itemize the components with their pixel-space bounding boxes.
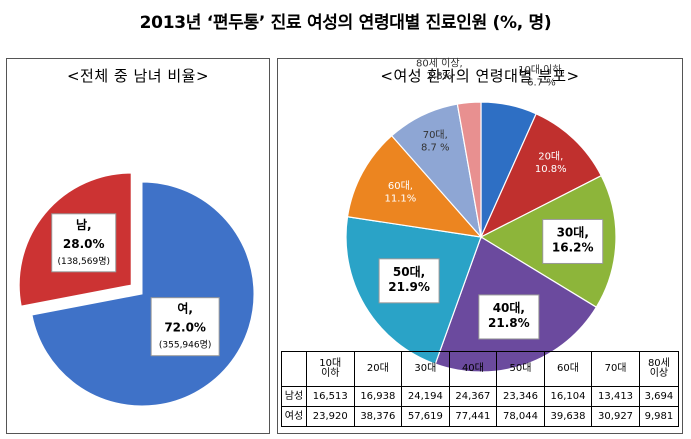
slice-age-7 [456,101,482,238]
table-cell: 16,513 [306,386,355,407]
table-cell: 30,927 [591,406,640,427]
age-label-2: 30대, 16.2% [552,225,594,254]
table-cell: 78,044 [496,406,545,427]
table-cell: 16,938 [353,386,403,407]
male-count: (138,569명) [57,256,110,267]
age-label-box-4 [378,258,440,304]
age-distribution-panel: <여성 환자의 연령대별 분포> 10대 이하, 6.7 % 20대, 10.8% 30… [277,57,683,434]
gender-ratio-title: <전체 중 남녀 비율> [66,67,210,85]
table-cell: 3,694 [638,386,680,407]
table-row: 남성 16,513 16,938 24,194 24,367 23,346 16,104 13… [281,386,680,407]
male-percent: 28.0% [63,237,105,251]
table-header-cell: 50대 [496,351,545,387]
age-label-3: 40대, 21.8% [488,301,530,330]
age-label-6: 70대, 8.7 % [421,129,450,154]
table-header-cell: 20대 [353,351,403,387]
age-label-box-2 [542,218,604,264]
age-label-4: 50대, 21.9% [388,265,430,294]
age-distribution-title: <여성 환자의 연령대별 분포> [380,67,580,85]
female-percent: 72.0% [164,321,206,335]
table-cell: 9,981 [638,406,680,427]
male-label: 남, [76,217,92,232]
table-cell: 16,104 [543,386,593,407]
age-label-box-3 [478,294,540,340]
page-title: 2013년 ‘편두통’ 진료 여성의 연령대별 진료인원 (%, 명) [139,13,552,33]
age-label-1: 20대, 10.8% [535,151,567,176]
age-label-0: 10대 이하, 6.7 % [518,63,565,89]
female-label: 여, [177,301,193,316]
table-header-cell: 10대 이하 [306,351,355,387]
age-pie-chart: 10대 이하, 6.7 % 20대, 10.8% 30대, 16.2% 40대, 21.8% 5… [345,57,617,373]
table-cell: 여성 [281,406,307,427]
patient-count-table: 10대 이하 20대 30대 40대 50대 60대 70대 80세 이상 남성 16,513 16,9… [281,351,680,427]
table-header-row: 10대 이하 20대 30대 40대 50대 60대 70대 80세 이상 [281,351,680,387]
male-label-box [51,213,117,273]
gender-pie-chart: 남, 28.0% (138,569명) 여, 72.0% (355,946명) [18,172,255,407]
gender-ratio-panel: <전체 중 남녀 비율> 남, 28.0% (138,569명) 여, 72.0% (35… [6,58,270,434]
age-label-7: 80세 이상, 2.8% [416,57,463,82]
table-header-cell [281,351,307,387]
table-cell: 23,346 [496,386,545,407]
table-cell: 24,194 [401,386,450,407]
table-cell: 23,920 [306,406,355,427]
table-row: 여성 23,920 38,376 57,619 77,441 78,044 39,638 30… [281,406,680,427]
slice-age-5 [346,134,483,238]
table-cell: 57,619 [401,406,450,427]
table-header-cell: 40대 [448,351,498,387]
age-label-5: 60대, 11.1% [385,180,417,205]
table-cell: 38,376 [353,406,403,427]
table-cell: 39,638 [543,406,593,427]
table-cell: 13,413 [591,386,640,407]
table-cell: 24,367 [448,386,498,407]
table-cell: 남성 [281,386,307,407]
female-count: (355,946명) [159,340,212,351]
table-header-cell: 70대 [591,351,640,387]
table-header-cell: 30대 [401,351,450,387]
table-cell: 77,441 [448,406,498,427]
slice-age-1 [479,112,603,239]
table-header-cell: 60대 [543,351,593,387]
female-label-box [150,297,220,357]
table-header-cell: 80세 이상 [638,351,680,387]
